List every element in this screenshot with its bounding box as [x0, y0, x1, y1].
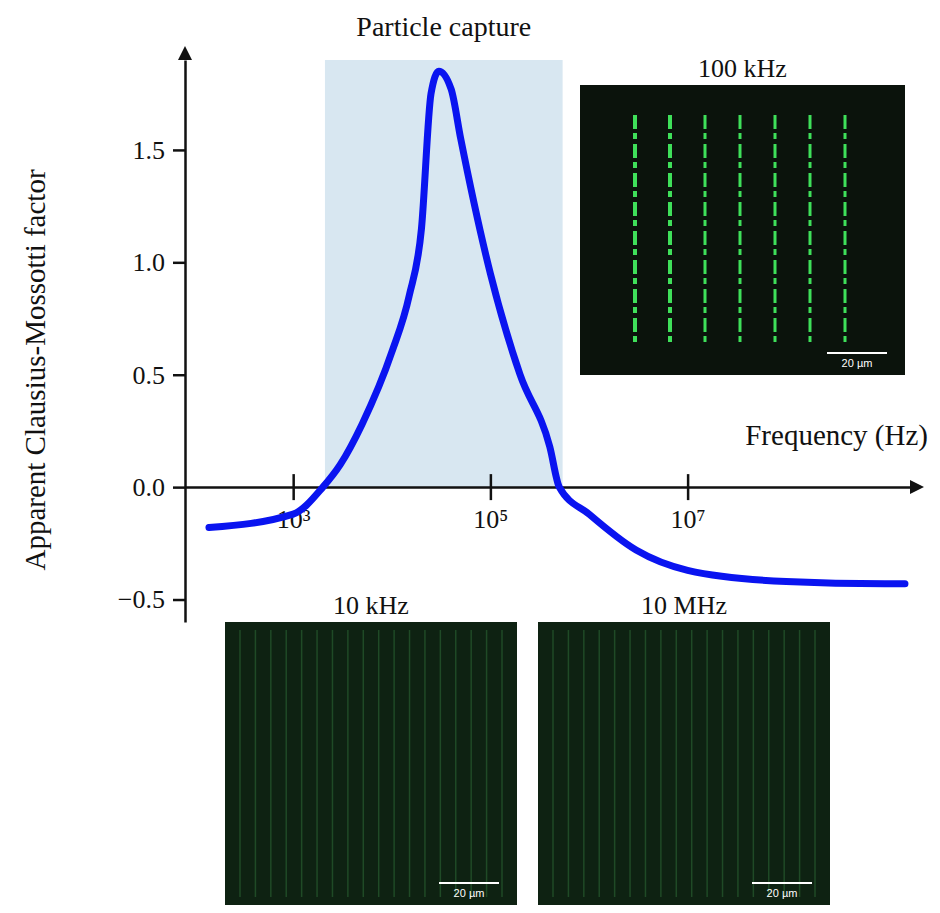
inset-label: 10 MHz	[641, 591, 727, 620]
y-tick: 1.0	[133, 248, 186, 277]
electrode	[645, 630, 647, 897]
electrode	[301, 630, 303, 897]
electrode	[455, 630, 457, 897]
electrode	[363, 630, 365, 897]
electrode	[378, 630, 380, 897]
microscope-image	[580, 85, 905, 375]
scale-bar-label: 20 µm	[842, 357, 873, 369]
y-tick-label: −0.5	[118, 585, 165, 614]
y-tick-label: 1.5	[133, 136, 166, 165]
electrode	[239, 630, 241, 897]
x-tick: 10⁵	[473, 474, 508, 533]
electrode	[347, 630, 349, 897]
y-tick: 0.5	[133, 361, 186, 390]
electrode	[676, 630, 678, 897]
electrode	[424, 630, 426, 897]
microscope-image	[538, 622, 830, 905]
x-tick: 10⁷	[671, 474, 706, 533]
y-axis-title: Apparent Clausius-Mossotti factor	[19, 169, 51, 570]
scale-bar-label: 20 µm	[454, 887, 485, 899]
inset-label: 100 kHz	[698, 54, 787, 83]
x-axis-arrow	[910, 480, 924, 494]
y-tick-mark	[173, 374, 185, 377]
electrode	[739, 115, 742, 345]
electrode	[470, 630, 472, 897]
electrode	[809, 115, 812, 345]
cm-factor-line	[209, 71, 905, 584]
electrode	[409, 630, 411, 897]
electrode	[270, 630, 272, 897]
inset-label: 10 kHz	[333, 591, 409, 620]
electrode	[753, 630, 755, 897]
y-tick-mark	[173, 149, 185, 152]
y-tick-mark	[173, 262, 185, 265]
chart: Particle capture 20 µm 100 kHz 20 µm 10 kHz 2…	[0, 0, 940, 913]
annotation-label: Particle capture	[356, 11, 531, 42]
electrode	[737, 630, 739, 897]
x-tick-mark	[490, 474, 493, 500]
electrode	[568, 630, 570, 897]
inset: 20 µm	[225, 622, 517, 905]
scale-bar	[752, 882, 812, 884]
inset: 20 µm	[580, 85, 905, 375]
electrode	[668, 115, 672, 345]
y-axis-arrow	[178, 46, 192, 60]
electrode	[255, 630, 257, 897]
electrode	[316, 630, 318, 897]
y-axis-line	[184, 61, 187, 623]
electrode	[660, 630, 662, 897]
electrode	[722, 630, 724, 897]
electrode	[583, 630, 585, 897]
electrode	[633, 115, 637, 345]
electrode	[614, 630, 616, 897]
scale-bar	[827, 352, 887, 354]
y-tick-label: 0.0	[133, 473, 166, 502]
y-tick-mark	[173, 486, 185, 489]
electrode	[799, 630, 801, 897]
y-tick-label: 1.0	[133, 248, 166, 277]
inset: 20 µm	[538, 622, 830, 905]
y-axis: −0.5 0.0 0.5 1.0 1.5	[118, 61, 186, 623]
y-tick: −0.5	[118, 585, 185, 614]
electrode	[285, 630, 287, 897]
scale-bar	[439, 882, 499, 884]
electrode	[704, 115, 707, 345]
electrode	[814, 630, 816, 897]
electrode	[629, 630, 631, 897]
x-axis-title: Frequency (Hz)	[745, 419, 928, 452]
microscope-image	[225, 622, 517, 905]
electrode	[440, 630, 442, 897]
electrode	[486, 630, 488, 897]
electrode	[552, 630, 554, 897]
y-tick-mark	[173, 599, 185, 602]
y-tick-label: 0.5	[133, 361, 166, 390]
electrode	[332, 630, 334, 897]
electrode	[691, 630, 693, 897]
y-tick: 0.0	[133, 473, 186, 502]
electrode	[393, 630, 395, 897]
x-tick-label: 10⁷	[671, 505, 706, 534]
electrode	[598, 630, 600, 897]
electrode	[706, 630, 708, 897]
electrode	[768, 630, 770, 897]
electrode	[501, 630, 503, 897]
scale-bar-label: 20 µm	[767, 887, 798, 899]
plot-area	[209, 71, 905, 584]
electrode	[844, 115, 847, 345]
electrode	[774, 115, 777, 345]
y-tick: 1.5	[133, 136, 186, 165]
x-tick-mark	[292, 474, 295, 500]
x-tick-mark	[687, 474, 690, 500]
electrode	[783, 630, 785, 897]
x-tick-label: 10⁵	[473, 505, 508, 534]
x-axis: 10³10⁵10⁷	[186, 474, 911, 533]
